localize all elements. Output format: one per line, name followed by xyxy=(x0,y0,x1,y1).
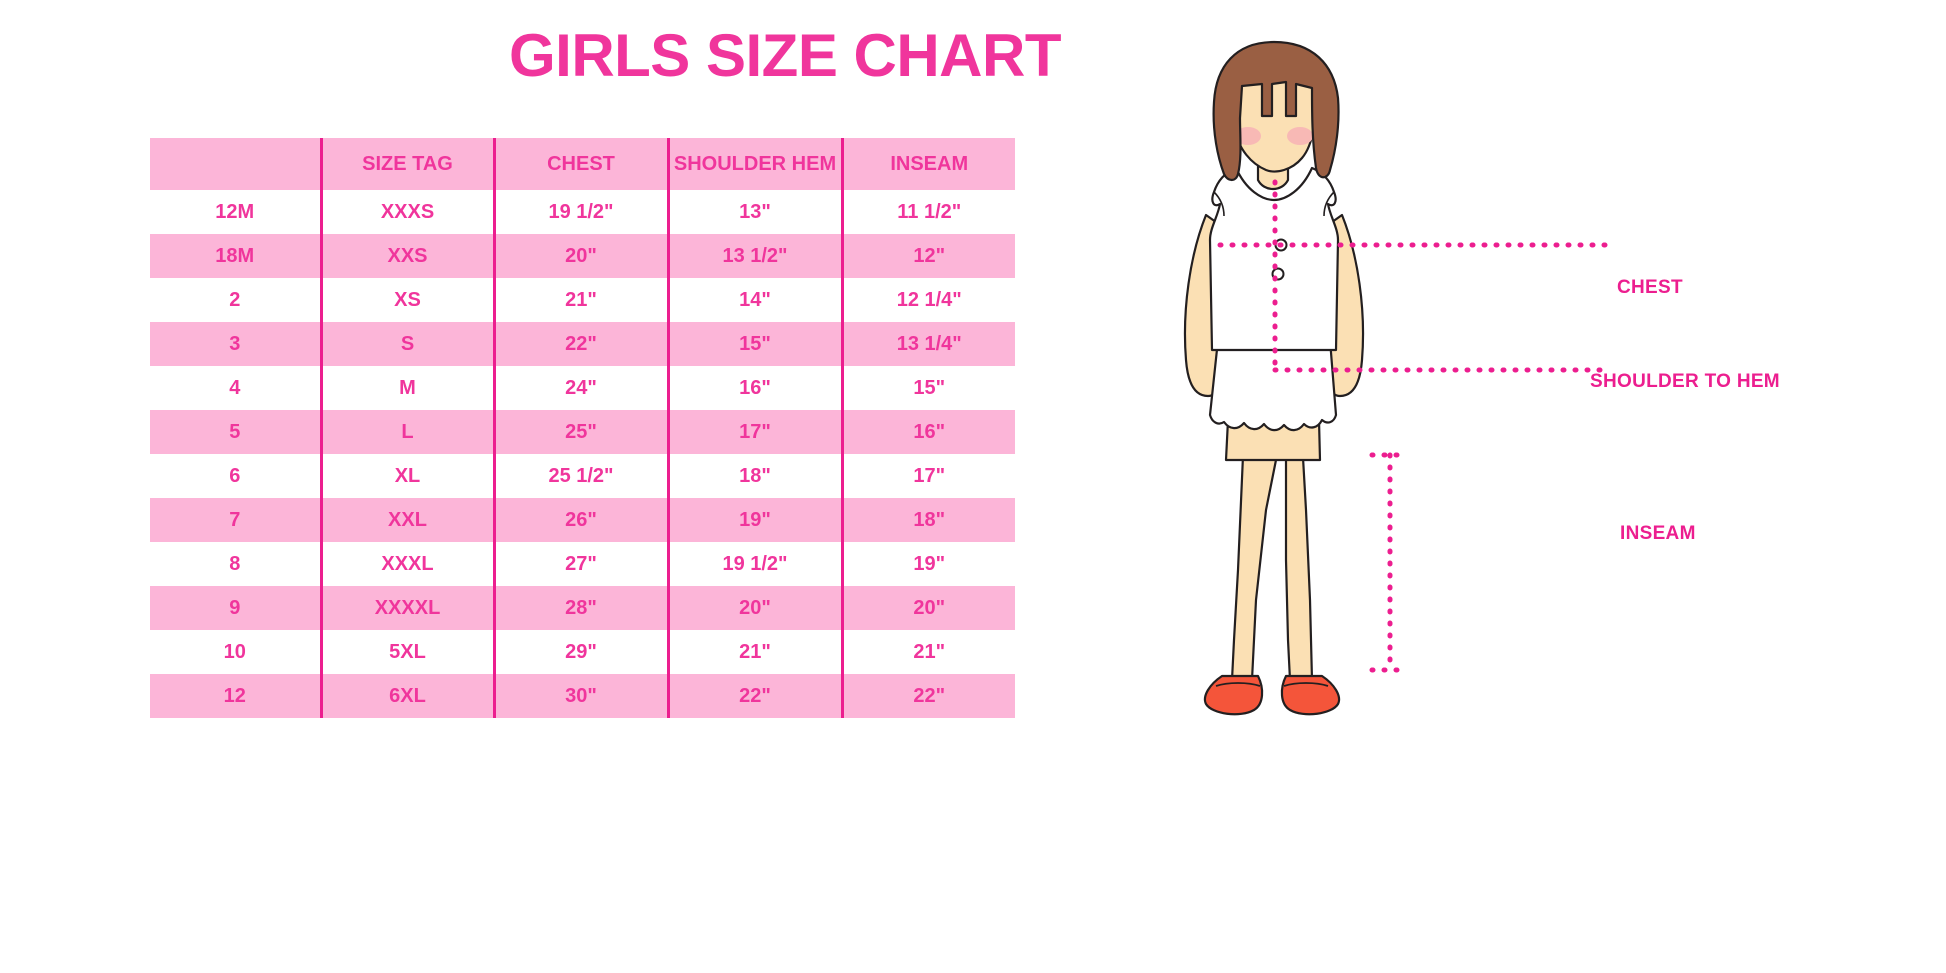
cell-size-tag: 6XL xyxy=(319,674,494,718)
measure-label-inseam: INSEAM xyxy=(1620,523,1696,544)
girl-figure-illustration xyxy=(1090,40,1946,740)
table-row: 18M XXS 20" 13 1/2" 12" xyxy=(150,234,1015,278)
cell-chest: 24" xyxy=(492,366,668,410)
cell-size-tag: XXXL xyxy=(319,542,494,586)
cell-shoulder-hem: 22" xyxy=(666,674,842,718)
cell-size: 8 xyxy=(229,552,241,575)
table-header-row: SIZE TAG CHEST SHOULDER HEM INSEAM xyxy=(150,138,1015,190)
cell-inseam: 17" xyxy=(840,454,1015,498)
cell-shoulder-hem: 19 1/2" xyxy=(666,542,842,586)
shoulder-to-hem-measure-line xyxy=(1272,179,1613,373)
cell-size: 5 xyxy=(229,420,241,443)
cell-size-tag: XL xyxy=(319,454,494,498)
cell-chest: 22" xyxy=(492,322,668,366)
cell-shoulder-hem: 19" xyxy=(666,498,842,542)
measure-label-chest: CHEST xyxy=(1617,277,1683,298)
cell-chest: 28" xyxy=(492,586,668,630)
cell-size-tag: XXS xyxy=(319,234,494,278)
table-row: 9 XXXXL 28" 20" 20" xyxy=(150,586,1015,630)
cell-inseam: 20" xyxy=(840,586,1015,630)
measure-label-shoulder-to-hem: SHOULDER TO HEM xyxy=(1590,371,1780,392)
table-row: 7 XXL 26" 19" 18" xyxy=(150,498,1015,542)
cell-inseam: 11 1/2" xyxy=(840,190,1015,234)
cell-inseam: 12 1/4" xyxy=(840,278,1015,322)
table-row: 2 XS 21" 14" 12 1/4" xyxy=(150,278,1015,322)
table-header: SIZE TAG CHEST SHOULDER HEM INSEAM xyxy=(150,138,1015,190)
cell-size: 7 xyxy=(229,508,241,531)
table-row: 4 M 24" 16" 15" xyxy=(150,366,1015,410)
cell-size: 12 xyxy=(223,684,246,707)
cell-shoulder-hem: 15" xyxy=(666,322,842,366)
cell-chest: 21" xyxy=(492,278,668,322)
cell-size: 3 xyxy=(229,332,241,355)
column-header-chest: CHEST xyxy=(492,138,668,190)
cell-shoulder-hem: 14" xyxy=(666,278,842,322)
cell-chest: 30" xyxy=(492,674,668,718)
table-row: 3 S 22" 15" 13 1/4" xyxy=(150,322,1015,366)
cell-size-tag: L xyxy=(319,410,494,454)
column-header-size xyxy=(150,138,321,190)
cell-chest: 26" xyxy=(492,498,668,542)
cell-size: 12M xyxy=(215,200,255,223)
cell-inseam: 13 1/4" xyxy=(840,322,1015,366)
cell-shoulder-hem: 16" xyxy=(666,366,842,410)
cell-chest: 20" xyxy=(492,234,668,278)
cell-inseam: 19" xyxy=(840,542,1015,586)
cell-size: 4 xyxy=(229,376,241,399)
column-header-size-tag: SIZE TAG xyxy=(319,138,494,190)
cell-size-tag: XXXXL xyxy=(319,586,494,630)
column-header-inseam: INSEAM xyxy=(840,138,1015,190)
table-row: 10 5XL 29" 21" 21" xyxy=(150,630,1015,674)
cell-size-tag: XS xyxy=(319,278,494,322)
cell-size-tag: S xyxy=(319,322,494,366)
cheeks-shape xyxy=(1235,127,1313,145)
cell-inseam: 15" xyxy=(840,366,1015,410)
cell-size-tag: XXXS xyxy=(319,190,494,234)
cell-shoulder-hem: 21" xyxy=(666,630,842,674)
cell-chest: 25" xyxy=(492,410,668,454)
cell-size: 9 xyxy=(229,596,241,619)
table-row: 12 6XL 30" 22" 22" xyxy=(150,674,1015,718)
cell-shoulder-hem: 18" xyxy=(666,454,842,498)
cell-size: 10 xyxy=(223,640,246,663)
cell-inseam: 12" xyxy=(840,234,1015,278)
cell-size: 2 xyxy=(229,288,241,311)
shoes-shape xyxy=(1203,674,1341,716)
cell-shoulder-hem: 13" xyxy=(666,190,842,234)
cell-inseam: 18" xyxy=(840,498,1015,542)
cell-inseam: 22" xyxy=(840,674,1015,718)
table-row: 6 XL 25 1/2" 18" 17" xyxy=(150,454,1015,498)
skirt-shape xyxy=(1208,338,1338,432)
hair-shape xyxy=(1212,40,1340,182)
top-shape xyxy=(1208,166,1340,352)
inseam-measure-line xyxy=(1369,452,1411,673)
cell-inseam: 21" xyxy=(840,630,1015,674)
cell-size-tag: M xyxy=(319,366,494,410)
column-header-shoulder-hem: SHOULDER HEM xyxy=(666,138,842,190)
cell-shoulder-hem: 17" xyxy=(666,410,842,454)
cell-inseam: 16" xyxy=(840,410,1015,454)
table-row: 8 XXXL 27" 19 1/2" 19" xyxy=(150,542,1015,586)
table-row: 12M XXXS 19 1/2" 13" 11 1/2" xyxy=(150,190,1015,234)
cell-chest: 29" xyxy=(492,630,668,674)
cell-shoulder-hem: 20" xyxy=(666,586,842,630)
table-body: 12M XXXS 19 1/2" 13" 11 1/2" 18M XXS 20" 13 1/2"… xyxy=(150,190,1015,718)
table-row: 5 L 25" 17" 16" xyxy=(150,410,1015,454)
cell-chest: 25 1/2" xyxy=(492,454,668,498)
cell-size-tag: 5XL xyxy=(319,630,494,674)
cell-shoulder-hem: 13 1/2" xyxy=(666,234,842,278)
cell-size-tag: XXL xyxy=(319,498,494,542)
page-title: GIRLS SIZE CHART xyxy=(508,22,1062,89)
cell-size: 6 xyxy=(229,464,241,487)
cell-chest: 19 1/2" xyxy=(492,190,668,234)
size-chart-table: SIZE TAG CHEST SHOULDER HEM INSEAM 12M XX… xyxy=(150,138,1015,718)
cell-chest: 27" xyxy=(492,542,668,586)
cell-size: 18M xyxy=(215,244,255,267)
